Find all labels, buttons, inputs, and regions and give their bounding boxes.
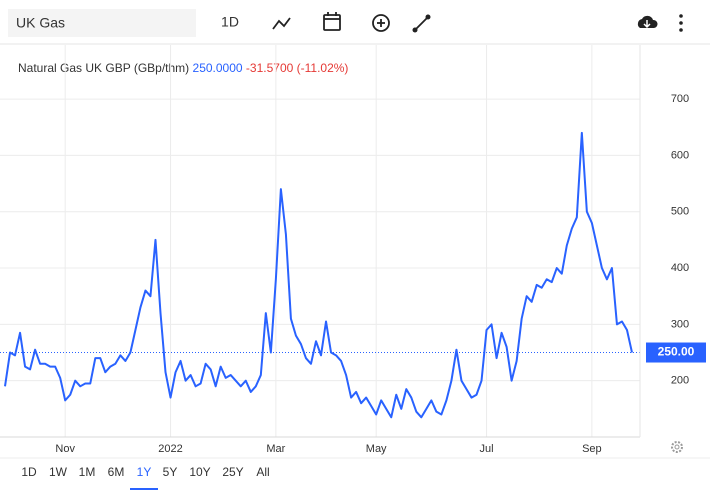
range-button[interactable]: 1Y xyxy=(137,465,152,479)
calendar-icon[interactable] xyxy=(323,12,341,31)
add-icon[interactable] xyxy=(372,14,390,32)
symbol[interactable]: UK Gas xyxy=(16,15,65,31)
range-bar: 1D 1W 1M 6M 1Y 5Y 10Y 25Y All xyxy=(21,465,270,490)
search-box[interactable] xyxy=(8,9,196,37)
price-line xyxy=(4,131,633,419)
menu-icon[interactable] xyxy=(679,14,683,32)
instrument: Natural Gas UK GBP (GBp/thm) xyxy=(18,61,189,75)
grid: 200 300 400 500 600 700 Nov 2022 Mar May Jul Sep xyxy=(0,45,689,455)
y-tick-label: 400 xyxy=(671,262,689,274)
range-button[interactable]: 1M xyxy=(79,465,96,479)
x-tick-label: 2022 xyxy=(158,443,182,455)
range-button[interactable]: 5Y xyxy=(163,465,178,479)
price: 250.0000 xyxy=(193,61,243,75)
range-button[interactable]: 25Y xyxy=(222,465,243,479)
change: -31.5700 (-11.02%) xyxy=(246,61,349,75)
settings-icon[interactable] xyxy=(671,441,683,453)
x-tick-label: May xyxy=(366,443,387,455)
range-button[interactable]: 1W xyxy=(49,465,68,479)
x-tick-label: Jul xyxy=(480,443,494,455)
y-tick-label: 200 xyxy=(671,375,689,387)
chart-title: Natural Gas UK GBP (GBp/thm) 250.0000 -3… xyxy=(18,61,348,75)
draw-icon[interactable] xyxy=(412,14,431,33)
y-tick-label: 500 xyxy=(671,206,689,218)
x-tick-label: Mar xyxy=(266,443,285,455)
y-tick-label: 600 xyxy=(671,149,689,161)
chart-type-icon[interactable] xyxy=(272,17,291,30)
plot: 250.00 xyxy=(0,131,706,419)
last-price-label: 250.00 xyxy=(658,345,695,359)
range-button[interactable]: 1D xyxy=(21,465,37,479)
y-tick-label: 300 xyxy=(671,318,689,330)
download-icon[interactable] xyxy=(637,15,658,29)
last-price-badge xyxy=(646,342,706,363)
x-tick-label: Sep xyxy=(582,443,602,455)
range-button[interactable]: All xyxy=(256,465,269,479)
range-button[interactable]: 6M xyxy=(108,465,125,479)
interval[interactable]: 1D xyxy=(221,14,239,30)
x-tick-label: Nov xyxy=(55,443,75,455)
y-tick-label: 700 xyxy=(671,93,689,105)
range-button[interactable]: 10Y xyxy=(189,465,210,479)
